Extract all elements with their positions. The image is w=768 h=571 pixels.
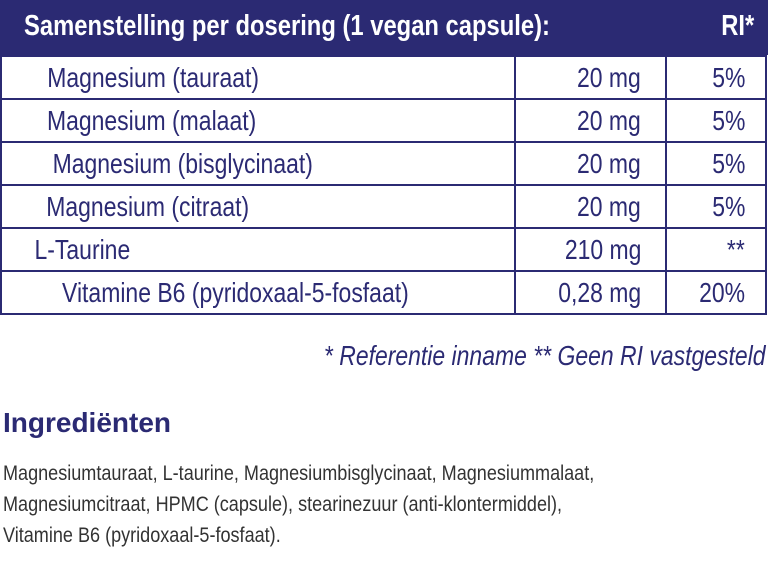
nutrient-name: Magnesium (citraat) (0, 184, 516, 229)
ingredients-line: Magnesiumcitraat, HPMC (capsule), steari… (3, 493, 563, 516)
ri-column-header: RI* (720, 10, 754, 42)
nutrient-name: Vitamine B6 (pyridoxaal-5-fosfaat) (0, 270, 516, 315)
nutrient-ri: 20% (665, 270, 767, 315)
nutrient-name: Magnesium (tauraat) (0, 55, 516, 100)
table-row: L-Taurine 210 mg ** (0, 227, 767, 272)
table-row: Vitamine B6 (pyridoxaal-5-fosfaat) 0,28 m… (0, 270, 767, 315)
nutrient-name: Magnesium (bisglycinaat) (0, 141, 516, 186)
table-row: Magnesium (bisglycinaat) 20 mg 5% (0, 141, 767, 186)
table-row: Magnesium (malaat) 20 mg 5% (0, 98, 767, 143)
composition-table: Magnesium (tauraat) 20 mg 5% Magnesium (mal… (0, 55, 767, 315)
nutrient-ri: ** (665, 227, 767, 272)
nutrient-amount: 20 mg (514, 55, 667, 100)
nutrient-ri: 5% (665, 184, 767, 229)
table-header: Samenstelling per dosering (1 vegan caps… (0, 0, 768, 55)
ingredients-line: Magnesiumtauraat, L-taurine, Magnesiumbi… (3, 462, 595, 485)
ingredients-line: Vitamine B6 (pyridoxaal-5-fosfaat). (3, 524, 281, 547)
nutrient-ri: 5% (665, 55, 767, 100)
table-row: Magnesium (citraat) 20 mg 5% (0, 184, 767, 229)
nutrient-ri: 5% (665, 98, 767, 143)
nutrient-amount: 20 mg (514, 184, 667, 229)
nutrient-name: L-Taurine (0, 227, 516, 272)
nutrient-name: Magnesium (malaat) (0, 98, 516, 143)
nutrient-amount: 20 mg (514, 98, 667, 143)
table-row: Magnesium (tauraat) 20 mg 5% (0, 55, 767, 100)
footnote: * Referentie inname ** Geen RI vastgeste… (324, 340, 766, 371)
ingredients-text: Magnesiumtauraat, L-taurine, Magnesiumbi… (3, 458, 768, 551)
nutrient-amount: 0,28 mg (514, 270, 667, 315)
nutrient-ri: 5% (665, 141, 767, 186)
nutrient-amount: 20 mg (514, 141, 667, 186)
ingredients-title: Ingrediënten (3, 407, 172, 438)
nutrient-amount: 210 mg (514, 227, 667, 272)
table-title: Samenstelling per dosering (1 vegan caps… (24, 10, 550, 42)
